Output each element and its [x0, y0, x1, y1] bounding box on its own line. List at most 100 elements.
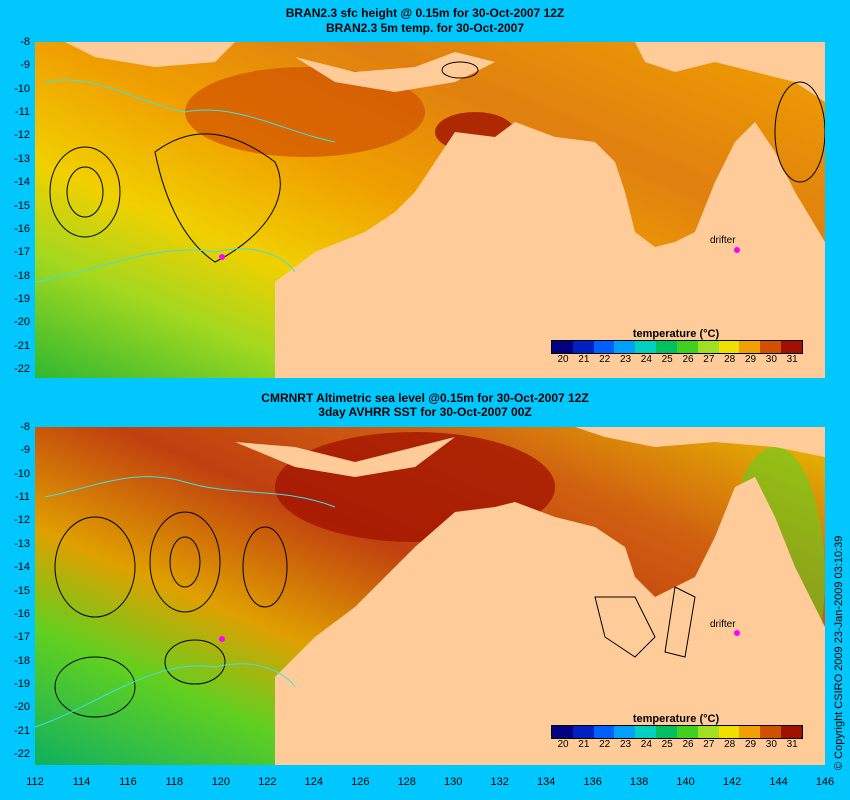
legend-swatch [781, 341, 802, 353]
y-axis-tick-label: -10 [14, 467, 30, 480]
y-axis-tick-label: -18 [14, 654, 30, 667]
x-axis-tick-label: 124 [304, 776, 323, 788]
x-axis-tick-label: 114 [72, 776, 91, 788]
ssh-contour [54, 656, 136, 718]
y-axis-tick-label: -18 [14, 269, 30, 282]
drifter-track [219, 636, 225, 642]
island-land [65, 42, 235, 67]
legend-colorbar [551, 725, 803, 739]
bathymetry-contour [44, 476, 336, 508]
indonesia-land [635, 42, 825, 102]
legend-swatch [593, 726, 615, 738]
legend-tick-label: 27 [703, 739, 715, 750]
legend-swatch [781, 726, 802, 738]
x-axis-tick-label: 132 [490, 776, 509, 788]
indonesia-land [575, 427, 825, 457]
y-axis-tick-label: -16 [14, 222, 30, 235]
ssh-contour [154, 133, 281, 263]
legend-tick-label: 29 [744, 354, 757, 365]
legend-tick-label: 22 [599, 739, 611, 750]
legend-colorbar [551, 340, 803, 354]
y-axis-tick-label: -14 [14, 176, 30, 189]
y-axis-tick-label: -9 [20, 444, 30, 457]
legend-swatch [718, 341, 740, 353]
x-axis-tick-label: 144 [769, 776, 788, 788]
x-axis-tick-label: 128 [397, 776, 416, 788]
x-axis-tick-label: 122 [258, 776, 277, 788]
legend-tick-label: 25 [661, 354, 673, 365]
legend-tick-label: 31 [786, 354, 798, 365]
legend-tick-label: 30 [765, 354, 777, 365]
legend-swatch [552, 726, 573, 738]
y-axis-tick-label: -13 [14, 537, 30, 550]
y-axis-tick-label: -11 [14, 491, 30, 504]
x-axis-tick-label: 130 [444, 776, 463, 788]
x-axis-tick-label: 112 [26, 776, 44, 788]
x-axis-tick-label: 126 [351, 776, 370, 788]
map-svg-observed [35, 427, 825, 765]
legend-tick-label: 31 [786, 739, 798, 750]
bathymetry-contour [35, 248, 296, 283]
y-axis-tick-label: -12 [14, 129, 30, 142]
legend-tick-label: 22 [599, 354, 611, 365]
legend-swatch [697, 341, 719, 353]
legend-swatch [697, 726, 719, 738]
y-axis-tick-label: -19 [14, 292, 30, 305]
ssh-contour [164, 639, 226, 685]
y-axis-tick-label: -16 [14, 607, 30, 620]
y-axis-tick-label: -21 [14, 724, 30, 737]
y-axis-tick-label: -20 [14, 316, 30, 329]
y-axis-tick-label: -10 [14, 82, 30, 95]
legend-ticks: 20 21 22 23 24 25 26 27 28 29 30 31 [551, 354, 801, 366]
map-svg-model [35, 42, 825, 378]
legend-tick-label: 28 [724, 354, 736, 365]
legend-title: temperature (°C) [632, 328, 720, 340]
legend-swatch [552, 341, 573, 353]
ssh-contour [169, 536, 201, 588]
legend-swatch [614, 341, 636, 353]
legend-tick-label: 30 [765, 739, 777, 750]
y-axis-tick-label: -15 [14, 199, 30, 212]
legend-tick-label: 21 [578, 739, 590, 750]
y-axis-tick-label: -11 [14, 106, 30, 119]
copyright-text: © Copyright CSIRO 2009 23-Jan-2009 03:10… [833, 535, 845, 770]
australia-land [275, 122, 825, 378]
legend-tick-label: 23 [619, 354, 632, 365]
legend-ticks: 20 21 22 23 24 25 26 27 28 29 30 31 [551, 739, 801, 751]
legend-swatch [635, 726, 657, 738]
legend-swatch [760, 341, 782, 353]
y-axis-tick-label: -8 [20, 36, 30, 48]
legend-swatch [676, 341, 698, 353]
y-axis-tick-label: -13 [14, 152, 30, 165]
y-axis-tick-label: -12 [14, 514, 30, 527]
legend-tick-label: 24 [640, 739, 652, 750]
ssh-contour [49, 146, 121, 238]
legend-tick-label: 23 [619, 739, 632, 750]
legend-tick-label: 29 [744, 739, 757, 750]
ssh-contour [664, 586, 696, 658]
y-axis-tick-label: -15 [14, 584, 30, 597]
legend-tick-label: 26 [682, 739, 694, 750]
legend-tick-label: 21 [578, 354, 590, 365]
legend-swatch [614, 726, 636, 738]
warm-pool [185, 67, 425, 157]
legend-tick-label: 27 [703, 354, 715, 365]
ssh-contour [774, 81, 825, 183]
legend-swatch [572, 726, 594, 738]
map-panel-observed: drifter temperature (°C) 20 21 22 23 24 25 26 2… [35, 427, 825, 765]
timor-land [235, 437, 455, 477]
legend-title: temperature (°C) [632, 713, 720, 725]
legend-swatch [676, 726, 698, 738]
ssh-contour [66, 166, 104, 218]
bathymetry-contour [35, 663, 296, 728]
ssh-contour [441, 61, 479, 79]
temperature-legend: temperature (°C) 20 21 22 23 24 25 26 27 28 29 30 3… [551, 713, 803, 751]
y-axis-tick-label: -19 [14, 677, 30, 690]
panel2-title-line2: 3day AVHRR SST for 30-Oct-2007 00Z [318, 405, 532, 419]
drifter-marker [734, 247, 740, 253]
legend-swatch [656, 341, 677, 353]
drifter-label: drifter [710, 619, 736, 630]
timor-land [295, 52, 495, 92]
x-axis-tick-label: 146 [815, 776, 835, 788]
legend-tick-label: 25 [661, 739, 673, 750]
